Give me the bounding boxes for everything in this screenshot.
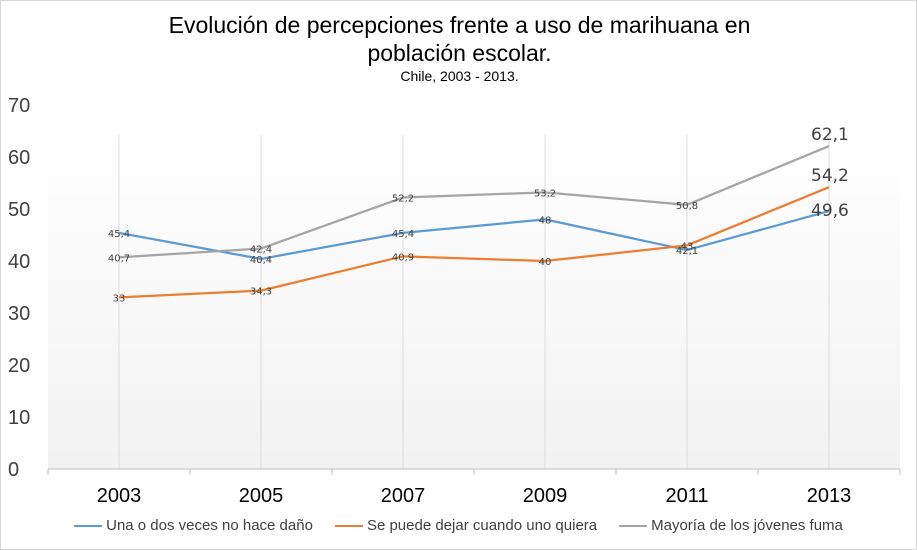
x-tick-label-2013: 2013 [807, 485, 852, 507]
legend-item-1: Una o dos veces no hace daño [74, 517, 313, 534]
legend-swatch-1 [74, 524, 103, 527]
y-tick-label-10: 10 [8, 407, 30, 429]
data-label-s3-2003: 40,7 [108, 253, 130, 264]
data-label-s2-2005: 34,3 [250, 287, 272, 298]
y-tick-label-50: 50 [8, 199, 30, 221]
y-tick-label-30: 30 [8, 303, 30, 325]
y-tick-label-60: 60 [8, 147, 30, 169]
chart-subtitle: Chile, 2003 - 2013. [400, 68, 519, 84]
data-label-s2-2011: 43 [681, 241, 694, 252]
series-line-1 [118, 209, 830, 261]
legend-label-2: Se puede dejar cuando uno quiera [366, 517, 598, 534]
data-label-s1-2009: 48 [539, 215, 552, 226]
data-label-s3-2005: 42,4 [250, 245, 272, 256]
legend-label-1: Una o dos veces no hace daño [106, 517, 313, 534]
x-tick-label-2007: 2007 [381, 485, 426, 507]
legend-label-3: Mayoría de los jóvenes fuma [651, 517, 843, 534]
y-tick-label-70: 70 [8, 95, 30, 117]
legend-item-3: Mayoría de los jóvenes fuma [619, 517, 843, 534]
chart-title-line-2: población escolar. [367, 40, 552, 66]
data-label-s3-2013: 62,1 [811, 125, 849, 145]
x-tick-label-2011: 2011 [665, 485, 708, 507]
data-label-s3-2011: 50,8 [676, 201, 698, 212]
legend-swatch-3 [619, 524, 648, 527]
series-line-2 [118, 186, 830, 299]
legend-item-2: Se puede dejar cuando uno quiera [334, 517, 598, 534]
data-label-s3-2009: 53,2 [534, 188, 556, 199]
y-tick-label-20: 20 [8, 355, 30, 377]
series-line-3 [118, 145, 830, 259]
data-label-s1-2003: 45,4 [108, 229, 130, 240]
data-label-s2-2003: 33 [113, 293, 126, 304]
chart-legend: Una o dos veces no hace daño Se puede dej… [0, 517, 917, 534]
chart-title-line-1: Evolución de percepciones frente a uso d… [168, 12, 751, 38]
legend-swatch-2 [334, 524, 363, 527]
data-label-s2-2009: 40 [539, 257, 552, 268]
data-label-s2-2007: 40,9 [392, 252, 414, 263]
data-label-s1-2007: 45,4 [392, 229, 414, 240]
data-label-s1-2011: 42,1 [676, 246, 698, 257]
y-tick-label-0: 0 [8, 459, 19, 481]
plot-area [48, 135, 900, 469]
y-tick-label-40: 40 [8, 251, 30, 273]
data-label-s3-2007: 52,2 [392, 194, 414, 205]
data-label-s1-2013: 49,6 [811, 201, 849, 221]
data-label-s2-2013: 54,2 [811, 166, 849, 186]
data-label-s1-2005: 40,4 [250, 255, 272, 266]
x-tick-label-2005: 2005 [239, 485, 284, 507]
x-tick-label-2003: 2003 [97, 485, 142, 507]
x-tick-label-2009: 2009 [523, 485, 568, 507]
